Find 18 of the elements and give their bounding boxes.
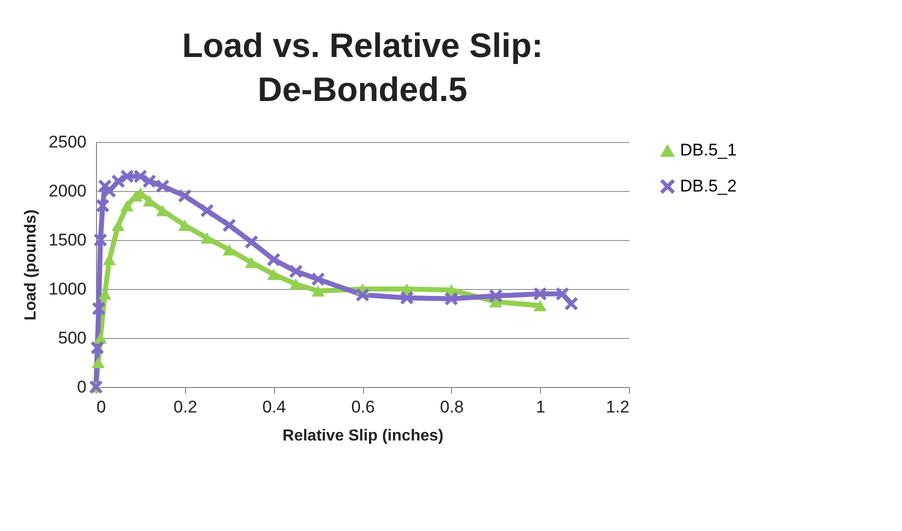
x-tick-label: 0.6 [351, 398, 375, 416]
y-axis-title: Load (pounds) [22, 209, 40, 321]
x-tick-label: 1.2 [606, 398, 630, 416]
chart-title: Load vs. Relative Slip: De-Bonded.5 [182, 27, 543, 109]
y-tick-label: 0 [77, 378, 86, 396]
x-tick-label: 0.2 [174, 398, 198, 416]
legend-label: DB.5_1 [680, 140, 737, 160]
legend-label: DB.5_2 [680, 176, 737, 196]
y-tick-label: 2000 [48, 182, 86, 200]
y-tick-label: 1500 [48, 230, 86, 250]
x-tick-label: 0 [96, 398, 106, 416]
x-tick-label: 0.8 [440, 398, 464, 416]
x-tick-label: 1 [536, 398, 546, 416]
x-axis-title: Relative Slip (inches) [282, 428, 444, 444]
y-tick-label: 1000 [48, 280, 86, 298]
x-tick-label: 0.4 [262, 398, 286, 416]
y-tick-label: 500 [58, 328, 86, 348]
y-tick-label: 2500 [48, 132, 86, 152]
